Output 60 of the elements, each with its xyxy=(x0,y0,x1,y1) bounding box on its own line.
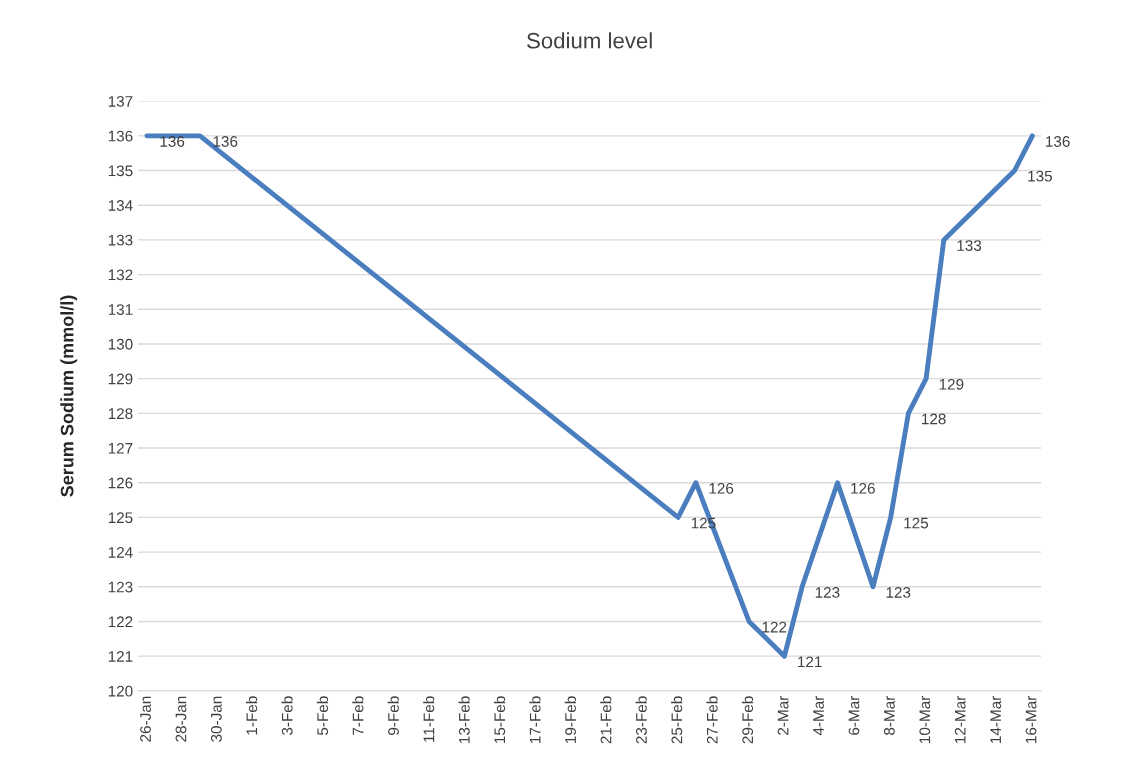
y-tick-label: 135 xyxy=(108,165,133,177)
y-tick-label: 121 xyxy=(108,651,133,662)
x-tick-label: 19-Feb xyxy=(564,696,576,743)
x-tick-label: 15-Feb xyxy=(493,696,506,743)
x-tick-label: 16-Mar xyxy=(1025,695,1037,743)
y-tick-label: 132 xyxy=(108,269,133,281)
x-tick-label: 9-Feb xyxy=(387,696,399,735)
data-label: 129 xyxy=(939,378,964,390)
data-label: 123 xyxy=(886,587,911,598)
x-tick-label: 10-Mar xyxy=(919,695,931,743)
data-label: 135 xyxy=(1028,170,1052,182)
x-tick-label: 30-Jan xyxy=(210,696,222,742)
x-tick-label: 12-Mar xyxy=(954,695,966,743)
chart-title: Sodium level xyxy=(527,32,652,49)
data-label: 136 xyxy=(160,136,185,147)
data-label: 123 xyxy=(815,587,840,598)
data-label: 126 xyxy=(851,482,875,494)
y-tick-label: 124 xyxy=(108,546,133,558)
y-tick-label: 127 xyxy=(108,442,133,454)
x-tick-label: 23-Feb xyxy=(635,696,647,744)
y-tick-label: 137 xyxy=(108,96,133,107)
data-label: 136 xyxy=(1046,136,1070,147)
y-tick-label: 125 xyxy=(108,512,133,524)
x-tick-label: 14-Mar xyxy=(990,695,1002,743)
x-tick-label: 29-Feb xyxy=(741,696,754,744)
y-axis-title: Serum Sodium (mmol/l) xyxy=(60,295,78,497)
x-tick-label: 1-Feb xyxy=(246,696,258,735)
data-label: 121 xyxy=(798,656,822,668)
x-tick-label: 13-Feb xyxy=(458,696,470,743)
data-label: 126 xyxy=(709,482,734,494)
x-tick-label: 7-Feb xyxy=(352,696,364,735)
data-label: 128 xyxy=(922,413,946,425)
x-tick-label: 6-Mar xyxy=(848,695,860,735)
y-tick-label: 136 xyxy=(108,130,133,142)
y-tick-label: 131 xyxy=(108,304,133,315)
x-tick-label: 17-Feb xyxy=(529,696,541,743)
y-tick-label: 129 xyxy=(108,373,133,385)
x-tick-label: 8-Mar xyxy=(883,695,895,735)
x-tick-label: 5-Feb xyxy=(316,696,329,736)
y-tick-label: 126 xyxy=(108,477,133,489)
data-label: 136 xyxy=(213,136,238,147)
data-label: 122 xyxy=(762,621,787,633)
data-label: 125 xyxy=(904,517,929,529)
y-tick-label: 133 xyxy=(108,234,133,246)
x-tick-label: 25-Feb xyxy=(671,696,683,744)
x-tick-label: 28-Jan xyxy=(175,696,187,742)
data-label: 133 xyxy=(957,240,982,251)
x-tick-label: 4-Mar xyxy=(813,695,824,736)
y-tick-label: 134 xyxy=(108,200,133,211)
x-tick-label: 21-Feb xyxy=(600,696,612,744)
y-tick-label: 123 xyxy=(108,581,133,593)
x-tick-label: 27-Feb xyxy=(706,696,718,744)
y-tick-label: 128 xyxy=(108,408,133,420)
y-tick-label: 122 xyxy=(108,616,133,628)
y-tick-label: 120 xyxy=(108,685,133,697)
x-tick-label: 3-Feb xyxy=(281,696,293,736)
x-tick-label: 26-Jan xyxy=(140,696,151,742)
x-tick-label: 2-Mar xyxy=(777,695,789,735)
x-tick-label: 11-Feb xyxy=(423,696,435,742)
y-tick-label: 130 xyxy=(108,338,133,350)
